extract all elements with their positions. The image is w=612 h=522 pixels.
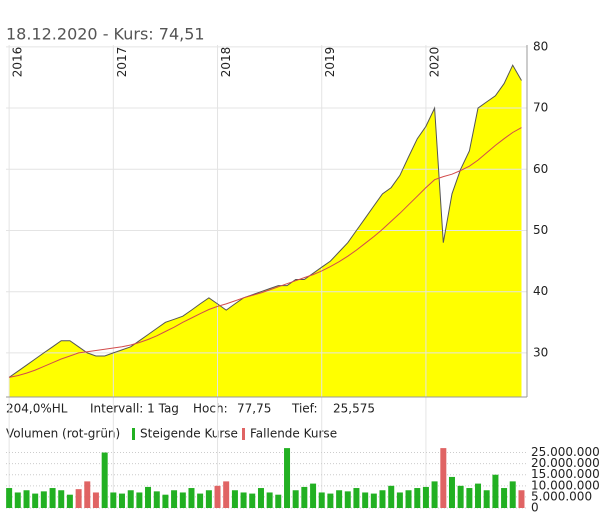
volume-bar [40,491,47,508]
volume-bar [318,492,325,508]
volume-bar [327,493,334,508]
y-tick-label: 25.000.000 [531,445,600,459]
volume-bar [466,488,473,508]
stats: 204,0%HL Intervall: 1 Tag Hoch: 77,75 Ti… [6,402,375,416]
volume-bar [136,492,143,508]
volume-bar [171,490,178,508]
volume-bar [336,490,343,508]
moving-average [8,127,522,378]
volume-bar [197,493,204,508]
price-area [9,65,522,397]
volume-bar [379,490,386,508]
y-tick-label: 20.000.000 [531,456,600,470]
volume-bar [501,488,508,508]
volume-bar [214,485,221,508]
volume-bar [223,481,230,508]
volume-bar [58,490,65,508]
volume-bar [440,448,447,508]
y-tick-label: 60 [533,162,548,176]
volume-bar [240,492,247,508]
volume-bar [66,494,73,508]
y-tick-label: 30 [533,345,548,359]
legend-swatch [242,428,245,440]
volume-bar [414,488,421,508]
volume-bar [249,493,256,508]
volume-bar [431,481,438,508]
volume-bar [396,492,403,508]
volume-bar [518,490,525,508]
volume-bar [127,490,134,508]
volume-bar [266,492,273,508]
volume-bar [310,483,317,508]
price-line [8,64,522,378]
volume-bar [75,489,82,508]
volume-bar [23,490,30,508]
volume-bar [92,492,99,508]
chart-title: 18.12.2020 - Kurs: 74,51 [6,25,205,44]
y-tick-label: 0 [531,501,539,515]
volume-bar [344,491,351,508]
y-tick-label: 5.000.000 [531,489,592,503]
y-tick-label: 50 [533,223,548,237]
y-tick-label: 40 [533,284,548,298]
volume-bar [231,490,238,508]
stat: Hoch: [193,402,228,416]
volume-bar [509,481,516,508]
x-tick-label: 2019 [323,47,337,78]
volume-bar [475,483,482,508]
volume-bar [84,481,91,508]
volume-bar [483,490,490,508]
volume-bar [457,485,464,508]
volume-bar [179,492,186,508]
y-tick-label: 80 [533,39,548,53]
volume-bar [284,448,291,508]
volume-bar [188,488,195,508]
volume-bar [275,494,282,508]
volume-bar [370,493,377,508]
volume-bar [118,493,125,508]
volume-bar [362,492,369,508]
x-tick-label: 2020 [427,47,441,78]
volume-bar [492,474,499,508]
volume-bar [292,490,299,508]
volume-bar [14,492,21,508]
volume-bar [145,486,152,508]
stat: 77,75 [237,402,271,416]
stat: 204,0%HL [6,402,68,416]
volume-title: Volumen (rot-grün) [6,427,120,441]
volume-bar [405,490,412,508]
x-tick-label: 2016 [11,47,25,78]
volume-bar [205,490,212,508]
volume-bar [32,493,39,508]
volume-bar [301,486,308,508]
stat: 25,575 [333,402,375,416]
volume-bar [353,488,360,508]
volume-bar [448,476,455,508]
volume-bar [257,488,264,508]
volume-bar [422,486,429,508]
stat: Tief: [291,402,318,416]
x-tick-label: 2018 [219,47,233,78]
volume-bar [388,485,395,508]
volume-bar [153,491,160,508]
stat: Intervall: 1 Tag [90,402,179,416]
legend-swatch [132,428,135,440]
x-tick-label: 2017 [115,47,129,78]
volume-bar [6,488,13,508]
volume-bar [110,492,117,508]
y-tick-label: 15.000.000 [531,467,600,481]
legend-label: Fallende Kurse [250,427,337,441]
volume-bar [101,452,108,508]
y-tick-label: 70 [533,101,548,115]
legend-label: Steigende Kurse [140,427,238,441]
volume-bar [49,488,56,508]
volume-bar [162,494,169,508]
y-tick-label: 10.000.000 [531,478,600,492]
